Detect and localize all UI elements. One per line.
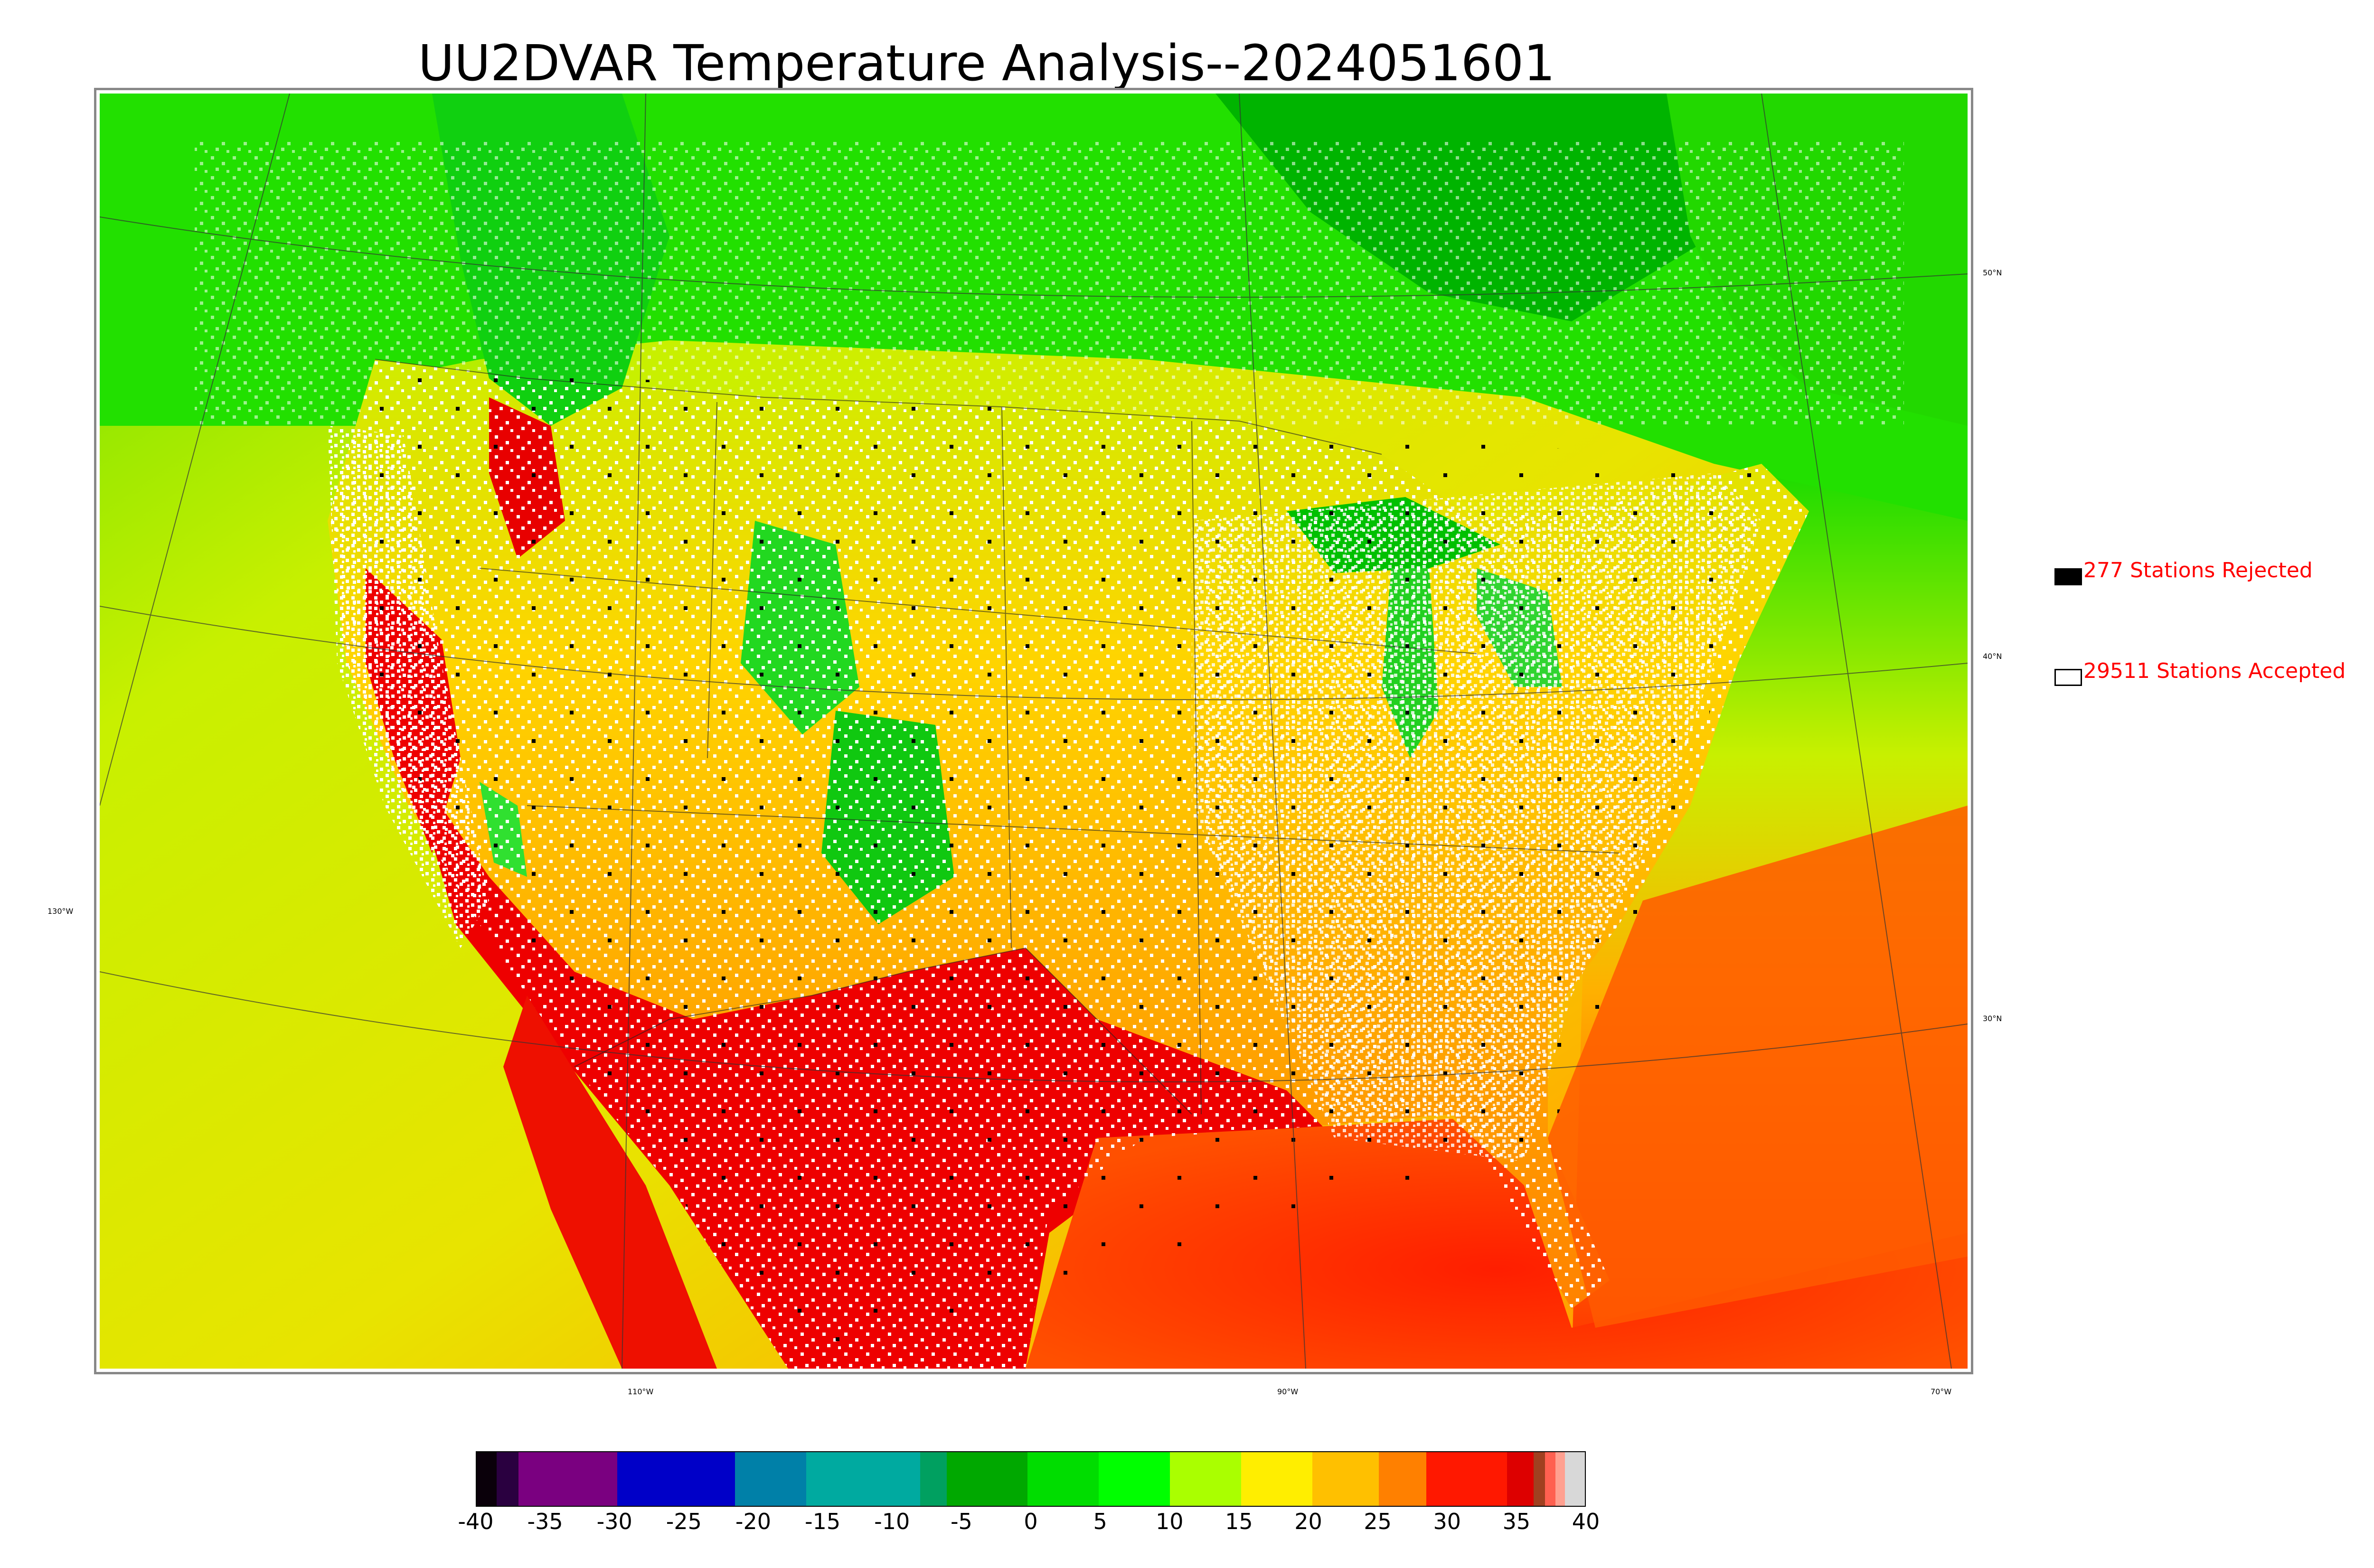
colorbar-tick-label: 0 bbox=[1024, 1509, 1038, 1534]
lon-label-110: 110°W bbox=[628, 1387, 654, 1396]
colorbar-tick-label: 10 bbox=[1155, 1509, 1184, 1534]
lon-label-90: 90°W bbox=[1277, 1387, 1299, 1396]
lat-40-line bbox=[100, 606, 1968, 700]
lon-label-70: 70°W bbox=[1931, 1387, 1952, 1396]
atlantic-warm-patch bbox=[1548, 806, 1968, 1328]
colorbar-tick-label: 20 bbox=[1294, 1509, 1322, 1534]
baja-heat bbox=[503, 995, 717, 1369]
lat-50-line bbox=[100, 216, 1968, 298]
colorbar-tick-label: -15 bbox=[805, 1509, 841, 1534]
stations-accepted-canada bbox=[195, 141, 1904, 426]
rejected-legend-swatch bbox=[2054, 568, 2082, 585]
stations-rejected bbox=[347, 359, 1762, 1369]
colorbar-tick-label: -40 bbox=[458, 1509, 494, 1534]
colorbar-tick-label: -35 bbox=[527, 1509, 563, 1534]
graticule bbox=[100, 94, 1968, 1369]
lon-90-line bbox=[1239, 94, 1306, 1369]
colorbar-tick-label: 30 bbox=[1433, 1509, 1461, 1534]
lon-70-line bbox=[1761, 94, 1952, 1369]
colorbar-tick-label: 40 bbox=[1572, 1509, 1600, 1534]
lat-label-30: 30°N bbox=[1983, 1014, 2002, 1023]
colorbar-tick-label: 15 bbox=[1225, 1509, 1253, 1534]
colorbar-tick-label: -25 bbox=[666, 1509, 702, 1534]
lat-30-line bbox=[100, 971, 1968, 1082]
colorbar-tick-label: -10 bbox=[874, 1509, 910, 1534]
accepted-legend-label: 29511 Stations Accepted bbox=[2083, 659, 2346, 683]
colorbar-tick-label: -30 bbox=[596, 1509, 632, 1534]
temperature-map bbox=[100, 94, 1968, 1369]
lon-110-line bbox=[622, 94, 646, 1369]
lat-label-40: 40°N bbox=[1983, 652, 2002, 661]
map-title: UU2DVAR Temperature Analysis--2024051601 bbox=[418, 34, 1555, 92]
colorbar-tick-label: 35 bbox=[1502, 1509, 1531, 1534]
lon-label-130: 130°W bbox=[47, 907, 74, 916]
lat-label-50: 50°N bbox=[1983, 268, 2002, 277]
accepted-legend-swatch bbox=[2054, 669, 2082, 686]
colorbar-tick-label: 5 bbox=[1093, 1509, 1107, 1534]
colorbar bbox=[476, 1451, 1586, 1507]
borders bbox=[375, 359, 1620, 1115]
lon-130-line bbox=[100, 94, 290, 806]
colorbar-tick-label: 25 bbox=[1364, 1509, 1392, 1534]
colorbar-tick-label: -5 bbox=[950, 1509, 972, 1534]
rejected-legend-label: 277 Stations Rejected bbox=[2083, 558, 2313, 582]
colorbar-tick-label: -20 bbox=[735, 1509, 772, 1534]
